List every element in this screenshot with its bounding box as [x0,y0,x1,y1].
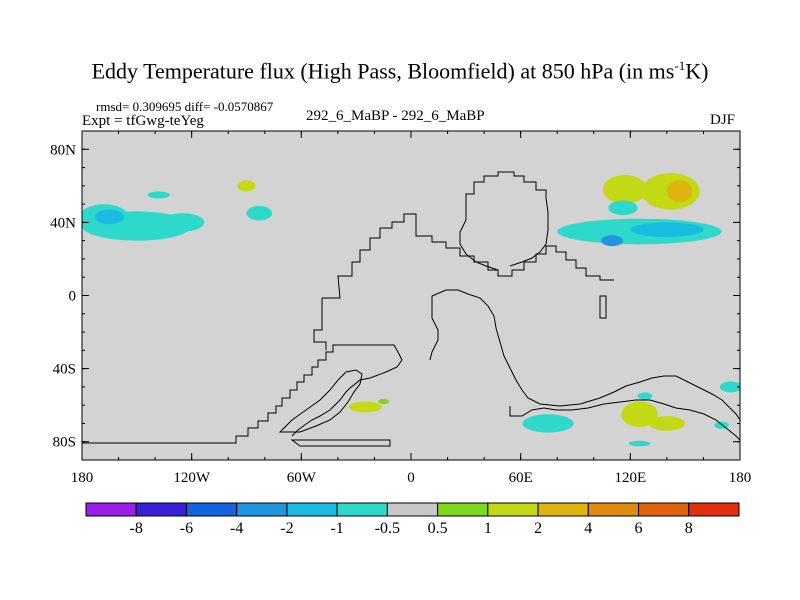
colorbar-box-7 [437,502,489,517]
colorbar-label-3: -2 [280,520,294,537]
coastlines [82,171,740,447]
shaded-region-19 [637,392,653,400]
y-tick-label-0: 80N [50,142,76,158]
x-tick-label-3: 0 [407,470,415,486]
x-tick-label-5: 120E [614,470,646,486]
colorbar-box-1 [135,502,187,517]
colorbar-box-0 [85,502,137,517]
shaded-region-20 [522,414,574,433]
colorbar-label-4: -1 [330,520,344,537]
colorbar-box-8 [487,502,539,517]
expt-label: Expt = tfGwg-teYeg [82,113,204,129]
season-label: DJF [710,112,736,128]
colorbar-label-6: 0.5 [427,520,448,537]
colorbar-label-10: 6 [634,520,643,537]
colorbar-box-6 [386,502,439,517]
x-tick-label-6: 180 [729,470,752,486]
x-axis: 180 120W 60W 0 60E 120E 180 [71,131,752,486]
shaded-region-3 [160,213,205,232]
colorbar-box-4 [286,502,338,517]
shaded-region-10 [608,200,638,216]
colorbar-box-9 [537,502,589,517]
chart-title: Eddy Temperature flux (High Pass, Bloomf… [91,58,709,84]
shaded-region-16 [378,398,390,405]
shaded-region-2 [94,209,125,225]
y-axis: 80N 40N 0 40S 80S [50,130,740,461]
shaded-regions [82,173,740,447]
shaded-region-9 [666,180,693,203]
colorbar-box-11 [638,502,690,517]
x-tick-label-2: 60W [287,470,317,486]
x-tick-label-1: 120W [173,470,211,486]
y-tick-label-2: 0 [69,289,77,305]
y-tick-label-1: 40N [50,215,76,231]
x-tick-label-0: 180 [71,470,94,486]
y-tick-label-4: 80S [53,435,76,451]
x-tick-label-4: 60E [509,470,533,486]
shaded-region-15 [348,401,382,413]
shaded-region-13 [601,235,624,247]
stats-text: rmsd= 0.309695 diff= -0.0570867 [96,99,274,114]
shaded-region-22 [714,421,730,429]
colorbar-box-5 [336,502,388,517]
colorbar-label-9: 4 [584,520,593,537]
shaded-region-6 [246,205,273,221]
colorbar-label-11: 8 [684,520,693,537]
y-tick-label-3: 40S [53,362,76,378]
shaded-region-12 [630,222,704,238]
colorbar-label-1: -6 [179,520,194,537]
colorbar-box-12 [688,502,740,517]
colorbar-label-7: 1 [483,520,492,537]
colorbar-box-3 [236,502,288,517]
shaded-region-21 [628,440,651,447]
colorbar-box-10 [587,502,640,517]
colorbar-box-2 [185,502,238,517]
chart-subtitle: 292_6_MaBP - 292_6_MaBP [306,108,485,124]
shaded-region-7 [602,174,647,205]
colorbar-label-2: -4 [230,520,244,537]
colorbar [85,502,740,517]
shaded-region-17 [621,401,658,428]
shaded-region-14 [719,381,740,393]
shaded-region-5 [237,180,256,192]
colorbar-label-5: -0.5 [374,520,401,537]
shaded-region-4 [147,191,170,199]
shaded-region-18 [648,416,686,431]
colorbar-label-8: 2 [534,520,543,537]
colorbar-label-0: -8 [129,520,143,537]
